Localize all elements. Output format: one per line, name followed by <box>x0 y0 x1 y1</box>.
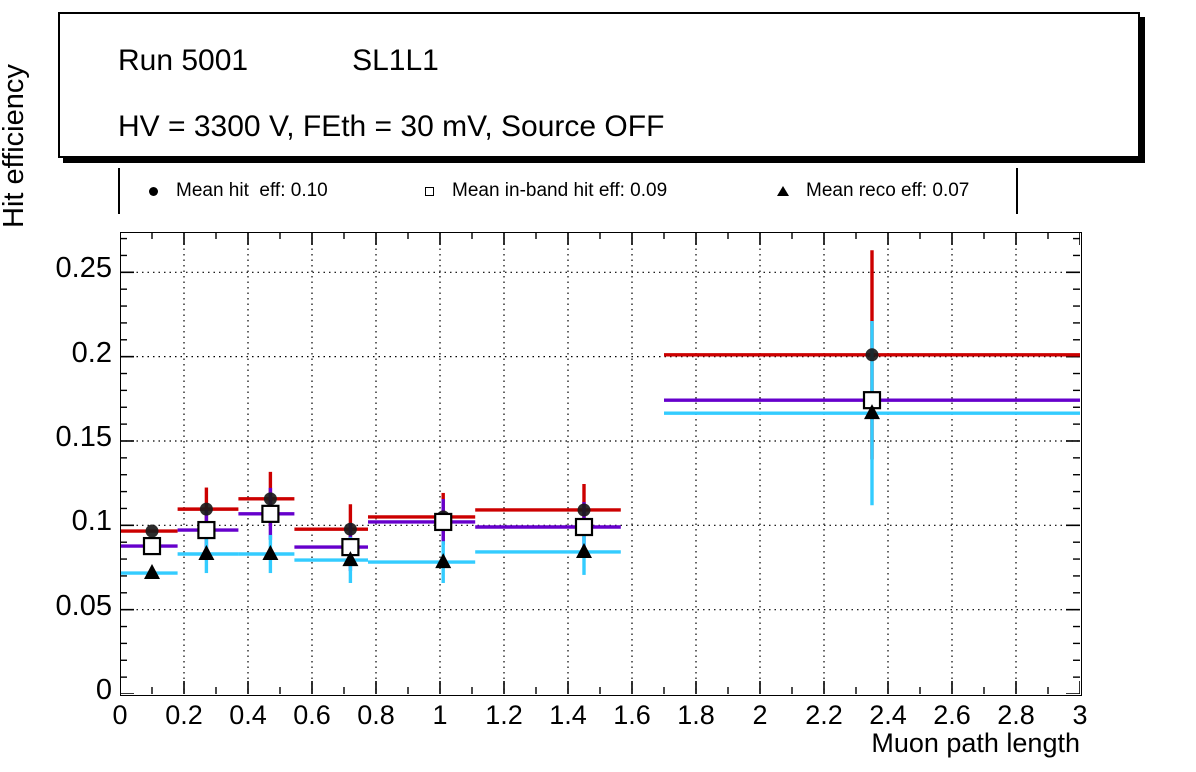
x-axis-tick-label: 1.6 <box>613 700 651 730</box>
legend-label-reco-eff: Mean reco eff: 0.07 <box>806 180 970 201</box>
grid-lines <box>120 232 1080 694</box>
open-square-marker <box>142 536 162 556</box>
sector-label: SL1L1 <box>352 44 439 77</box>
filled-triangle-marker <box>864 404 880 420</box>
title-line-conditions: HV = 3300 V, FEth = 30 mV, Source OFF <box>118 110 665 143</box>
x-axis-tick-label: 3 <box>1072 700 1088 730</box>
x-axis-tick-label: 2.8 <box>997 700 1035 730</box>
filled-triangle-marker <box>198 545 215 560</box>
markers-inband_hit_eff <box>142 391 882 557</box>
y-axis-tick-labels: 0 0.05 0.1 0.15 0.2 0.25 <box>0 0 112 772</box>
open-square-marker <box>261 504 280 523</box>
plot-area <box>120 232 1080 694</box>
y-axis-tick-label: 0.25 <box>55 252 112 285</box>
legend-label-inband-hit-eff: Mean in-band hit eff: 0.09 <box>452 180 668 201</box>
filled-triangle-marker <box>144 564 160 580</box>
filled-triangle-marker <box>262 545 279 560</box>
open-square-marker <box>434 512 453 532</box>
filled-triangle-marker <box>576 542 592 558</box>
x-axis-tick-label: 1.8 <box>677 700 715 730</box>
filled-triangle-marker <box>435 553 452 569</box>
y-axis-tick-label: 0 <box>95 674 112 706</box>
x-axis-tick-label: 2.2 <box>805 700 843 730</box>
filled-circle-marker <box>577 503 591 517</box>
filled-triangle-marker-icon <box>760 186 806 196</box>
x-axis-tick-label: 2.6 <box>933 700 971 730</box>
filled-circle-marker <box>145 524 159 538</box>
x-axis-tick-label: 0 <box>112 700 128 730</box>
open-square-marker <box>197 520 216 540</box>
x-axis-tick-label: 0.4 <box>229 700 267 730</box>
filled-triangle-marker <box>342 551 359 567</box>
plot-canvas <box>120 232 1080 694</box>
y-axis-tick-label: 0.1 <box>71 505 112 538</box>
title-box: Run 5001 SL1L1 HV = 3300 V, FEth = 30 mV,… <box>58 12 1140 158</box>
filled-circle-marker <box>343 522 357 536</box>
x-axis-tick-label: 1.4 <box>549 700 587 730</box>
x-axis-tick-label: 0.2 <box>165 700 203 730</box>
x-axis-tick-label: 1 <box>432 700 448 730</box>
filled-circle-marker-icon <box>130 186 176 196</box>
x-axis-tick-label: 2 <box>752 700 768 730</box>
legend: Mean hit eff: 0.10 Mean in-band hit eff:… <box>118 168 1018 214</box>
x-axis-tick-label: 0.8 <box>357 700 395 730</box>
open-square-marker <box>574 517 594 537</box>
legend-entry-inband-hit-eff: Mean in-band hit eff: 0.09 <box>406 168 667 214</box>
filled-circle-marker <box>865 348 879 362</box>
x-axis-tick-label: 0.6 <box>293 700 331 730</box>
title-line-run: Run 5001 SL1L1 <box>118 44 439 78</box>
markers-reco_eff <box>144 404 880 580</box>
open-square-marker-icon <box>406 186 452 196</box>
legend-label-hit-eff: Mean hit eff: 0.10 <box>176 180 328 201</box>
axis-ticks <box>120 232 1080 694</box>
y-axis-tick-label: 0.05 <box>55 589 112 622</box>
x-axis-tick-label: 1.2 <box>485 700 523 730</box>
x-axis-tick-label: 2.4 <box>869 700 907 730</box>
plot-frame <box>120 232 1082 696</box>
run-label: Run 5001 <box>118 44 249 77</box>
filled-circle-marker <box>263 492 277 506</box>
y-axis-tick-label: 0.2 <box>71 336 112 369</box>
legend-entry-hit-eff: Mean hit eff: 0.10 <box>130 168 328 214</box>
filled-circle-marker <box>199 502 213 516</box>
x-axis-label: Muon path length <box>871 728 1080 758</box>
legend-entry-reco-eff: Mean reco eff: 0.07 <box>760 168 969 214</box>
y-axis-tick-label: 0.15 <box>55 420 112 453</box>
